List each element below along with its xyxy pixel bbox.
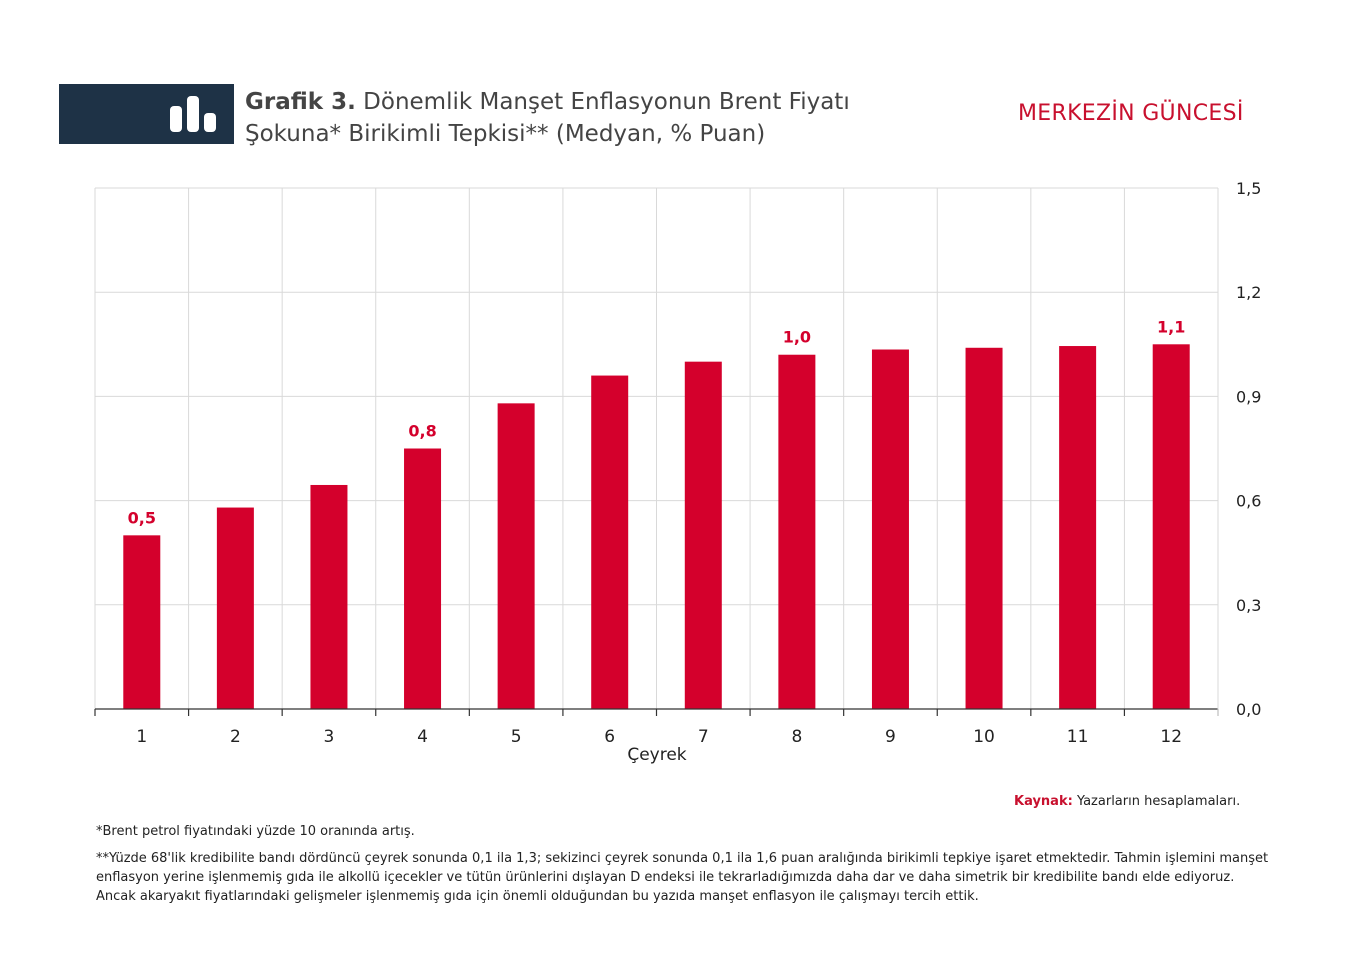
bar-7 <box>684 361 722 709</box>
footnote-1: *Brent petrol fiyatındaki yüzde 10 oranı… <box>96 824 415 839</box>
bar-5 <box>497 403 535 709</box>
bar-1 <box>123 535 161 709</box>
source-line: Kaynak: Yazarların hesaplamaları. <box>1014 794 1240 809</box>
y-tick-label: 1,2 <box>1236 283 1261 302</box>
chart-title: Grafik 3. Dönemlik Manşet Enflasyonun Br… <box>245 86 850 150</box>
x-tick-label: 10 <box>973 727 995 747</box>
y-tick-label: 0,6 <box>1236 492 1261 511</box>
y-tick-label: 0,3 <box>1236 596 1261 615</box>
data-label: 1,0 <box>783 328 811 347</box>
bar-11 <box>1059 346 1097 709</box>
bar-9 <box>871 349 909 709</box>
x-tick-label: 3 <box>324 727 335 747</box>
source-text: Yazarların hesaplamaları. <box>1076 794 1241 809</box>
x-tick-label: 2 <box>230 727 241 747</box>
title-line-2: Şokuna* Birikimli Tepkisi** (Medyan, % P… <box>245 121 766 147</box>
data-label: 0,8 <box>408 422 436 441</box>
bar-chart-icon <box>170 96 216 132</box>
source-label: Kaynak: <box>1014 794 1073 809</box>
bar-3 <box>310 484 348 709</box>
bar-4 <box>404 448 442 709</box>
y-tick-label: 1,5 <box>1236 179 1261 198</box>
x-tick-label: 5 <box>511 727 522 747</box>
bar-12 <box>1152 344 1190 709</box>
x-tick-label: 7 <box>698 727 709 747</box>
x-tick-label: 11 <box>1067 727 1089 747</box>
title-line-1: Dönemlik Manşet Enflasyonun Brent Fiyatı <box>363 89 850 115</box>
x-tick-label: 9 <box>885 727 896 747</box>
y-tick-label: 0,9 <box>1236 387 1261 406</box>
x-tick-label: 8 <box>791 727 802 747</box>
chart-icon-box <box>59 84 234 144</box>
data-label: 1,1 <box>1157 317 1185 336</box>
x-tick-label: 12 <box>1160 727 1182 747</box>
bar-2 <box>216 507 254 709</box>
bar-10 <box>965 347 1003 709</box>
data-label: 0,5 <box>128 508 156 527</box>
brand-logo-text: MERKEZİN GÜNCESİ <box>1018 101 1244 126</box>
bar-6 <box>591 375 629 709</box>
x-tick-label: 4 <box>417 727 428 747</box>
x-tick-label: 1 <box>136 727 147 747</box>
y-tick-label: 0,0 <box>1236 700 1261 719</box>
footnote-2: **Yüzde 68'lik kredibilite bandı dördünc… <box>96 851 1269 904</box>
x-axis-title: Çeyrek <box>627 745 686 765</box>
bar-chart: 1 2 3 4 5 6 7 8 9 10 11 12Çeyrek0,00,30,60,91,21,50… <box>94 179 1261 765</box>
title-bold: Grafik 3. <box>245 89 356 115</box>
x-tick-label: 6 <box>604 727 615 747</box>
bar-8 <box>778 354 816 709</box>
